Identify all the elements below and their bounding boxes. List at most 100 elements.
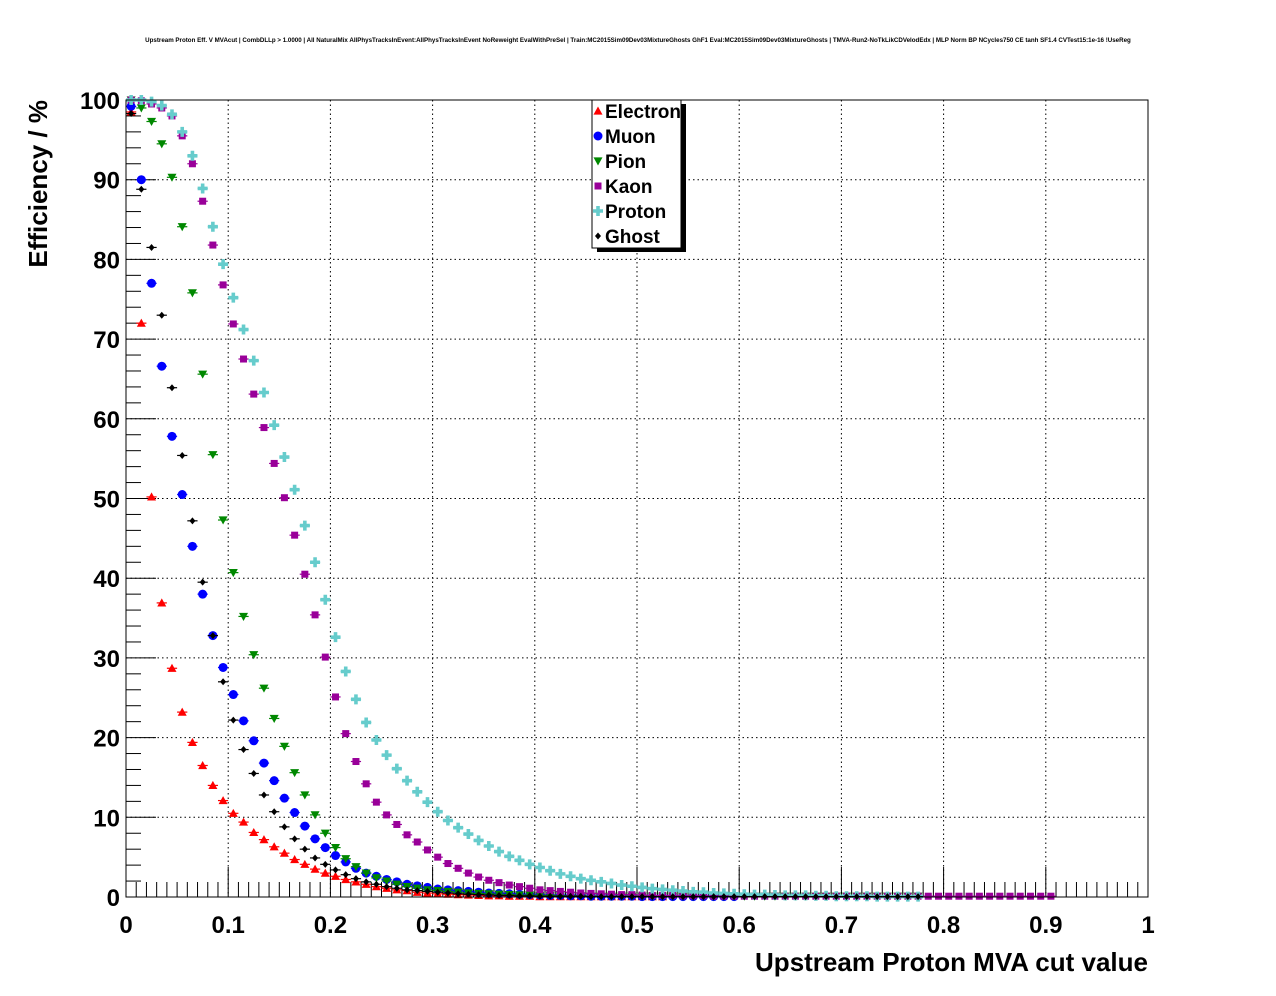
data-point	[504, 851, 515, 862]
data-point	[199, 197, 207, 205]
data-point	[167, 431, 177, 441]
data-point	[279, 793, 289, 803]
data-point	[269, 714, 279, 723]
legend-item-muon: Muon	[593, 127, 656, 148]
y-tick-label: 60	[93, 407, 120, 434]
x-tick-label: 0	[119, 912, 132, 939]
data-point	[281, 823, 288, 831]
data-point	[177, 707, 187, 716]
data-point	[280, 494, 288, 502]
data-point	[524, 859, 535, 870]
data-point	[536, 886, 544, 894]
data-point	[547, 892, 554, 900]
data-point	[240, 746, 247, 754]
y-tick-label: 50	[93, 487, 120, 514]
data-point	[688, 886, 699, 897]
legend: Electron Muon Pion Kaon Proton Ghost	[591, 99, 686, 252]
data-point	[238, 324, 249, 335]
legend-item-ghost: Ghost	[595, 227, 661, 248]
data-point	[301, 845, 308, 853]
data-point	[412, 786, 423, 797]
data-point	[372, 798, 380, 806]
data-point	[207, 221, 218, 232]
data-point	[220, 678, 227, 686]
data-point	[965, 892, 973, 900]
data-point	[667, 885, 678, 896]
y-tick-label: 100	[80, 88, 120, 115]
data-point	[322, 860, 329, 868]
legend-label: Ghost	[605, 227, 661, 248]
data-point	[373, 880, 380, 888]
x-tick-label: 0.5	[620, 912, 653, 939]
data-point	[657, 884, 668, 895]
data-point	[239, 716, 249, 726]
data-point	[167, 663, 177, 672]
data-point	[228, 808, 238, 817]
data-point	[403, 831, 411, 839]
data-point	[565, 871, 576, 882]
y-tick-label: 80	[93, 247, 120, 274]
data-point	[136, 104, 146, 113]
data-point	[423, 846, 431, 854]
data-point	[320, 868, 330, 877]
data-point	[677, 886, 688, 897]
data-point	[299, 520, 310, 531]
data-point	[505, 881, 513, 889]
data-point	[187, 737, 197, 746]
x-tick-label: 0.1	[212, 912, 245, 939]
data-point	[146, 96, 157, 107]
data-point	[260, 791, 267, 799]
data-point	[475, 873, 483, 881]
x-tick-label: 0.2	[314, 912, 347, 939]
data-point	[495, 879, 503, 887]
data-point	[209, 241, 217, 249]
data-point	[310, 864, 320, 873]
data-point	[198, 760, 208, 770]
data-point	[320, 843, 330, 853]
data-point	[515, 883, 523, 891]
legend-label: Kaon	[605, 177, 653, 198]
data-point	[371, 734, 382, 745]
data-point	[924, 892, 932, 900]
data-point	[494, 846, 505, 857]
legend-item-proton: Proton	[593, 202, 666, 223]
data-point	[340, 666, 351, 677]
data-point	[300, 791, 310, 800]
data-point	[464, 869, 472, 877]
data-point	[320, 594, 331, 605]
data-point	[126, 101, 136, 111]
data-point	[197, 183, 208, 194]
data-point	[189, 517, 196, 525]
data-point	[361, 869, 371, 878]
data-point	[136, 175, 146, 185]
data-point	[342, 730, 350, 738]
x-tick-label: 0.9	[1029, 912, 1062, 939]
grid	[126, 100, 1148, 897]
legend-marker	[594, 182, 602, 190]
x-tick-label: 1	[1141, 912, 1154, 939]
data-point	[996, 892, 1004, 900]
data-point	[167, 173, 177, 182]
data-point	[147, 492, 157, 501]
data-point	[157, 140, 167, 149]
data-point	[402, 775, 413, 786]
data-point	[260, 424, 268, 432]
data-point	[291, 835, 298, 843]
legend-item-pion: Pion	[593, 152, 646, 173]
data-point	[259, 835, 269, 844]
data-point	[301, 570, 309, 578]
data-point	[383, 811, 391, 819]
data-point	[986, 892, 994, 900]
data-point	[526, 884, 534, 892]
y-tick-label: 40	[93, 566, 120, 593]
data-point	[546, 887, 554, 895]
axis-ticks	[125, 99, 1149, 898]
data-point	[158, 311, 165, 319]
data-point	[258, 387, 269, 398]
x-tick-labels: 0 0.1 0.2 0.3 0.4 0.5 0.6 0.7 0.8 0.9 1	[119, 912, 1154, 939]
x-tick-label: 0.6	[723, 912, 756, 939]
data-point	[1037, 892, 1045, 900]
data-point	[463, 829, 474, 840]
data-point	[188, 160, 196, 168]
data-point	[250, 769, 257, 777]
